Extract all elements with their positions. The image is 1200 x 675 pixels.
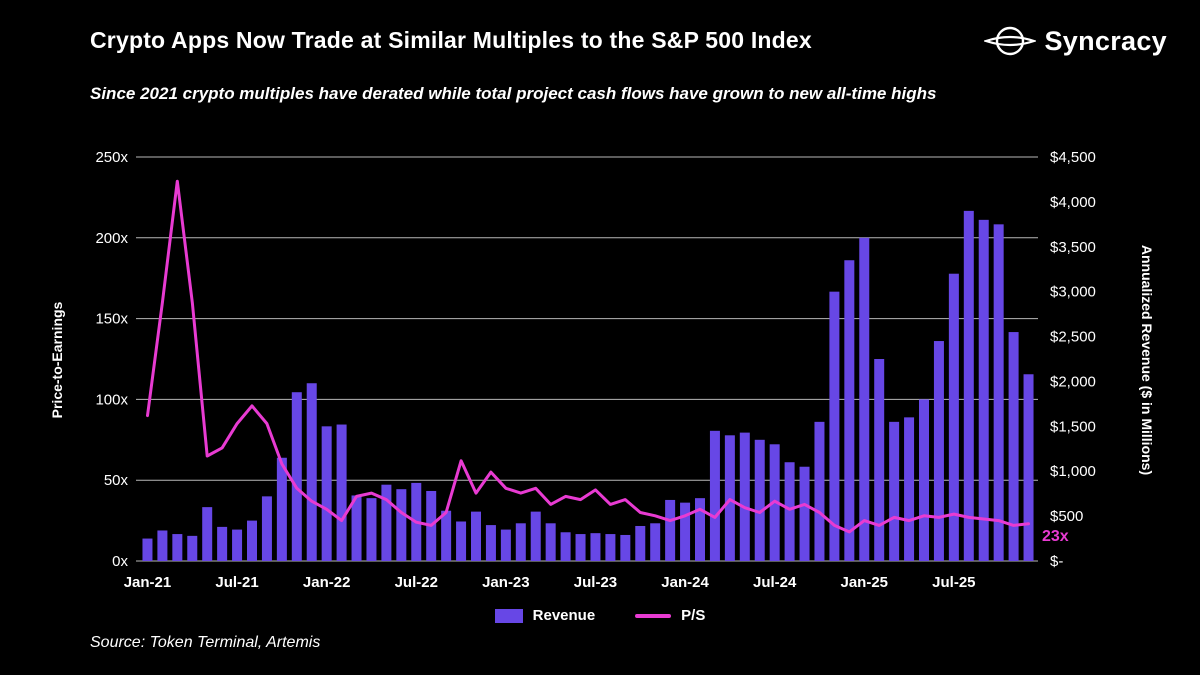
legend-revenue-label: Revenue [532, 607, 596, 624]
svg-text:$4,000: $4,000 [1050, 194, 1096, 211]
syncracy-logo-icon [983, 26, 1036, 56]
svg-text:$1,500: $1,500 [1050, 418, 1096, 435]
svg-text:$-: $- [1050, 553, 1063, 570]
chart-legend: Revenue P/S [0, 607, 1200, 624]
right-axis-title: Annualized Revenue ($ in Millions) [1139, 244, 1155, 476]
svg-text:$3,500: $3,500 [1050, 239, 1096, 256]
svg-text:100x: 100x [95, 391, 128, 408]
svg-text:$2,000: $2,000 [1050, 373, 1096, 390]
svg-text:Jul-25: Jul-25 [932, 574, 975, 591]
legend-ps-swatch [635, 613, 672, 618]
svg-text:Jul-22: Jul-22 [395, 574, 438, 591]
svg-text:Jan-23: Jan-23 [482, 574, 530, 591]
svg-text:0x: 0x [112, 553, 128, 570]
legend-ps-label: P/S [681, 607, 706, 624]
page-title: Crypto Apps Now Trade at Similar Multipl… [90, 27, 812, 53]
svg-text:$1,000: $1,000 [1050, 463, 1096, 480]
svg-text:Jan-21: Jan-21 [124, 574, 172, 591]
svg-text:Jul-23: Jul-23 [574, 574, 617, 591]
svg-text:$4,500: $4,500 [1050, 149, 1096, 166]
svg-text:23x: 23x [1042, 528, 1069, 545]
chart-subtitle: Since 2021 crypto multiples have derated… [90, 84, 937, 103]
svg-text:50x: 50x [104, 472, 129, 489]
svg-text:$3,000: $3,000 [1050, 284, 1096, 301]
source-note: Source: Token Terminal, Artemis [90, 634, 321, 651]
svg-text:200x: 200x [95, 230, 128, 247]
svg-text:150x: 150x [95, 311, 128, 328]
svg-text:Jul-24: Jul-24 [753, 574, 797, 591]
svg-text:$2,500: $2,500 [1050, 329, 1096, 346]
svg-text:Jan-24: Jan-24 [661, 574, 709, 591]
svg-text:Jan-25: Jan-25 [841, 574, 889, 591]
left-axis-title: Price-to-Earnings [49, 301, 65, 419]
brand: Syncracy [983, 24, 1168, 58]
svg-text:Jul-21: Jul-21 [215, 574, 258, 591]
svg-text:$500: $500 [1050, 508, 1083, 525]
svg-text:250x: 250x [95, 149, 128, 166]
svg-text:Jan-22: Jan-22 [303, 574, 351, 591]
legend-revenue-swatch [494, 608, 523, 623]
brand-name: Syncracy [1044, 25, 1167, 56]
